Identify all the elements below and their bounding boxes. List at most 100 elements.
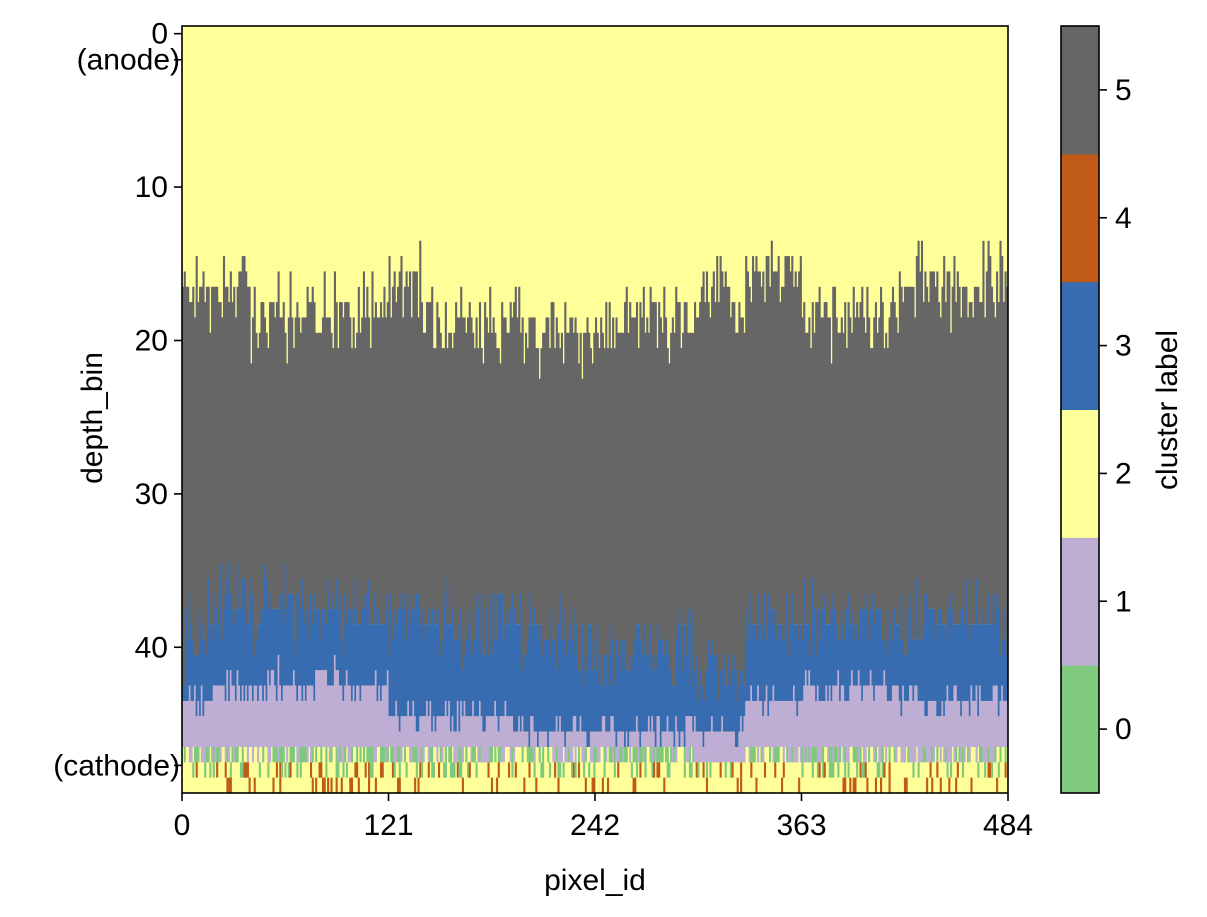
heatmap-cell xyxy=(327,317,330,579)
heatmap-cell xyxy=(625,286,628,671)
heatmap-cell xyxy=(260,302,263,609)
heatmap-cell xyxy=(183,700,186,747)
heatmap-cell xyxy=(458,639,461,732)
heatmap-cell xyxy=(687,716,690,763)
heatmap-cell xyxy=(306,608,309,686)
heatmap-cell xyxy=(431,746,434,763)
heatmap-cell xyxy=(726,286,729,686)
heatmap-cell xyxy=(946,271,949,640)
heatmap-cell xyxy=(955,624,958,686)
heatmap-cell xyxy=(632,317,635,655)
heatmap-cell xyxy=(507,332,511,625)
heatmap-cell xyxy=(934,639,937,701)
heatmap-cell xyxy=(927,302,930,609)
heatmap-cell xyxy=(226,670,229,747)
colorbar-title: cluster label xyxy=(1151,330,1184,490)
heatmap-cell xyxy=(291,685,294,747)
heatmap-cell xyxy=(287,762,290,778)
heatmap-cell xyxy=(702,685,705,747)
heatmap-cell xyxy=(280,746,284,763)
heatmap-cell xyxy=(424,639,427,717)
heatmap-cell xyxy=(562,363,565,640)
heatmap-cell xyxy=(383,286,386,625)
heatmap-cell xyxy=(740,670,743,717)
heatmap-cell xyxy=(301,578,304,701)
heatmap-cell xyxy=(248,624,251,686)
heatmap-cell xyxy=(929,762,932,778)
heatmap-cell xyxy=(207,286,210,579)
heatmap-cell xyxy=(234,746,238,763)
heatmap-cell xyxy=(798,777,801,793)
heatmap-cell xyxy=(970,624,973,686)
heatmap-cell xyxy=(274,608,277,686)
heatmap-cell xyxy=(279,746,282,763)
heatmap-cell xyxy=(893,302,896,609)
heatmap-cell xyxy=(789,271,792,625)
heatmap-cell xyxy=(769,700,772,747)
heatmap-cell xyxy=(499,716,502,747)
heatmap-cell xyxy=(400,716,403,763)
heatmap-cell xyxy=(584,746,587,763)
heatmap-cell xyxy=(876,332,879,609)
heatmap-cell xyxy=(518,716,521,747)
heatmap-cell xyxy=(690,762,693,778)
heatmap-cell xyxy=(997,302,1000,609)
heatmap-cell xyxy=(523,363,526,655)
heatmap-cell xyxy=(439,746,442,763)
heatmap-cell xyxy=(494,332,497,594)
heatmap-cell xyxy=(195,746,198,763)
heatmap-cell xyxy=(286,608,289,686)
heatmap-cell xyxy=(284,332,287,563)
heatmap-cell xyxy=(624,639,627,747)
heatmap-cell xyxy=(228,562,231,701)
heatmap-cell xyxy=(915,685,918,747)
heatmap-cell xyxy=(310,593,313,686)
heatmap-cell xyxy=(736,332,739,701)
heatmap-cell xyxy=(444,762,447,778)
heatmap-cell xyxy=(816,762,819,778)
heatmap-cell xyxy=(654,302,657,671)
heatmap-cell xyxy=(260,608,263,686)
heatmap-cell xyxy=(501,593,504,717)
heatmap-cell xyxy=(533,762,536,778)
heatmap-cell xyxy=(504,700,507,747)
heatmap-cell xyxy=(627,670,630,747)
heatmap-cell xyxy=(683,762,686,778)
heatmap-cell xyxy=(420,716,424,747)
heatmap-cell xyxy=(828,685,831,747)
heatmap-cell xyxy=(470,716,473,763)
heatmap-cell xyxy=(944,302,947,625)
heatmap-cell xyxy=(356,332,359,609)
heatmap-cell xyxy=(606,731,610,747)
heatmap-cell xyxy=(407,286,410,609)
heatmap-cell xyxy=(862,685,866,763)
heatmap-cell xyxy=(490,777,494,793)
heatmap-cell xyxy=(835,746,838,763)
heatmap-cell xyxy=(374,777,377,793)
heatmap-cell xyxy=(417,777,420,793)
heatmap-cell xyxy=(949,700,953,763)
heatmap-cell xyxy=(263,562,267,686)
heatmap-cell xyxy=(511,762,514,778)
heatmap-cell xyxy=(849,624,852,686)
heatmap-cell xyxy=(420,762,424,778)
heatmap-cell xyxy=(948,271,951,609)
heatmap-cell xyxy=(429,700,432,747)
heatmap-cell xyxy=(596,624,599,732)
heatmap-cell xyxy=(263,685,267,747)
heatmap-cell xyxy=(383,746,386,763)
heatmap-cell xyxy=(806,685,809,763)
heatmap-cell xyxy=(356,762,359,778)
heatmap-cell xyxy=(496,716,499,747)
heatmap-cell xyxy=(487,332,490,655)
heatmap-cell xyxy=(571,731,574,763)
heatmap-cell xyxy=(275,302,278,609)
heatmap-cell xyxy=(339,685,342,747)
heatmap-cell xyxy=(364,762,367,778)
heatmap-cell xyxy=(639,302,642,640)
heatmap-cell xyxy=(359,746,362,763)
heatmap-cell xyxy=(339,746,342,763)
heatmap-cell xyxy=(595,731,598,747)
heatmap-cell xyxy=(905,777,908,793)
heatmap-cell xyxy=(753,624,756,701)
